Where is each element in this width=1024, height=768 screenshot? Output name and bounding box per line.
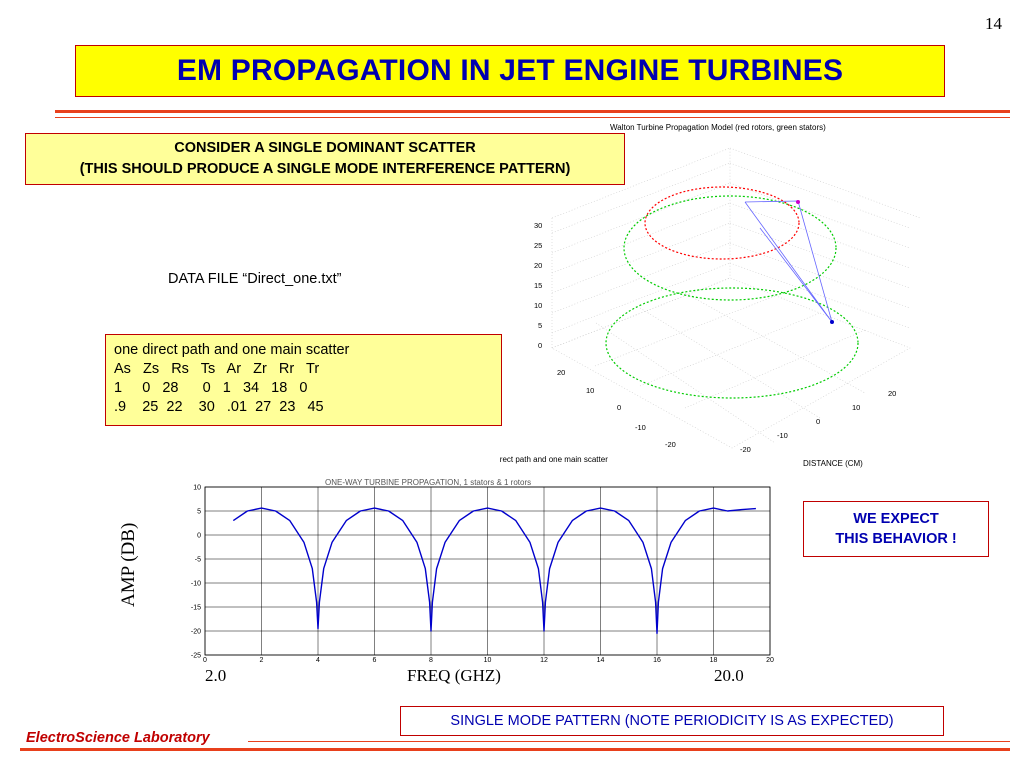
footer-rule-thin (248, 741, 1010, 742)
y-tick-label: -10 (191, 581, 201, 588)
x-tick: -10 (777, 431, 788, 440)
y-tick: 0 (617, 403, 621, 412)
z-ticks: 30 25 20 15 10 5 0 (534, 221, 542, 350)
propagation-paths (744, 200, 833, 323)
propagation-chart: ONE-WAY TURBINE PROPAGATION, 1 stators &… (191, 478, 774, 664)
rotor-ring (644, 186, 800, 260)
params-line-3: 1 0 28 0 1 34 18 0 (114, 380, 308, 396)
x-tick-label: 20 (766, 657, 774, 664)
single-mode-note: SINGLE MODE PATTERN (NOTE PERIODICITY IS… (400, 706, 944, 736)
y-tick-label: 10 (193, 485, 201, 492)
consider-line-2: (THIS SHOULD PRODUCE A SINGLE MODE INTER… (79, 161, 571, 177)
consider-box: CONSIDER A SINGLE DOMINANT SCATTER (THIS… (25, 133, 625, 185)
y-tick: -20 (665, 440, 676, 449)
we-expect-line-1: WE EXPECT (853, 511, 939, 527)
consider-line-1: CONSIDER A SINGLE DOMINANT SCATTER (174, 140, 476, 156)
title-box: EM PROPAGATION IN JET ENGINE TURBINES (75, 45, 945, 97)
x-tick-label: 18 (710, 657, 718, 664)
page-number: 14 (985, 14, 1002, 33)
footer-rule (20, 748, 1010, 751)
x-tick-label: 16 (653, 657, 661, 664)
x-tick-label: 10 (484, 657, 492, 664)
z-tick: 30 (534, 221, 542, 230)
z-tick: 25 (534, 241, 542, 250)
y-tick-label: -25 (191, 653, 201, 660)
x-tick: -20 (740, 445, 751, 454)
y-ticks: 20 10 0 -10 -20 (557, 368, 676, 449)
turbine-model-plot: Walton Turbine Propagation Model (red ro… (500, 123, 920, 468)
y-tick-label: -5 (195, 557, 201, 564)
model-plot-title: Walton Turbine Propagation Model (red ro… (610, 123, 826, 132)
stator-ring-lower (605, 287, 859, 399)
z-tick: 5 (538, 321, 542, 330)
header-rule-thin (55, 117, 1010, 118)
x-ticks: 20 10 0 -10 -20 (740, 389, 896, 454)
header-rule (55, 110, 1010, 113)
x-end-label: 20.0 (714, 666, 744, 685)
x-axis-label: FREQ (GHZ) (407, 666, 501, 685)
x-tick-label: 2 (260, 657, 264, 664)
slide-title: EM PROPAGATION IN JET ENGINE TURBINES (176, 54, 844, 87)
x-tick-label: 0 (203, 657, 207, 664)
chart-title: ONE-WAY TURBINE PROPAGATION, 1 stators &… (325, 478, 531, 487)
params-line-2: As Zs Rs Ts Ar Zr Rr Tr (114, 361, 320, 377)
x-tick-label: 14 (597, 657, 605, 664)
we-expect-box: WE EXPECT THIS BEHAVIOR ! (803, 501, 989, 557)
model-plot-caption: one direct path and one main scatter (500, 455, 608, 464)
y-tick: 10 (586, 386, 594, 395)
footer-lab-name: ElectroScience Laboratory (26, 730, 210, 746)
z-tick: 0 (538, 341, 542, 350)
params-line-4: .9 25 22 30 .01 27 23 45 (114, 399, 324, 415)
y-tick: -10 (635, 423, 646, 432)
x-tick-label: 12 (540, 657, 548, 664)
params-box: one direct path and one main scatter As … (105, 334, 502, 426)
x-tick-label: 8 (429, 657, 433, 664)
data-file-label: DATA FILE “Direct_one.txt” (168, 271, 342, 287)
z-tick: 10 (534, 301, 542, 310)
receiver-point (830, 320, 834, 324)
x-start-label: 2.0 (205, 666, 227, 685)
x-tick-label: 6 (373, 657, 377, 664)
y-tick-label: 0 (197, 533, 201, 540)
y-tick: 20 (557, 368, 565, 377)
y-axis-label: AMP (DB) (118, 522, 139, 607)
stator-ring-middle (623, 195, 837, 301)
z-tick: 15 (534, 281, 542, 290)
model-grid (551, 147, 920, 449)
y-tick-label: -20 (191, 629, 201, 636)
x-tick-label: 4 (316, 657, 320, 664)
series-line (232, 507, 756, 635)
z-tick: 20 (534, 261, 542, 270)
x-tick: 20 (888, 389, 896, 398)
y-tick-label: -15 (191, 605, 201, 612)
params-line-1: one direct path and one main scatter (114, 342, 350, 358)
model-plot-axis-label: DISTANCE (CM) (803, 459, 863, 468)
scatter-point (796, 200, 800, 204)
y-tick-label: 5 (197, 509, 201, 516)
we-expect-line-2: THIS BEHAVIOR ! (835, 531, 957, 547)
x-tick: 10 (852, 403, 860, 412)
x-tick: 0 (816, 417, 820, 426)
